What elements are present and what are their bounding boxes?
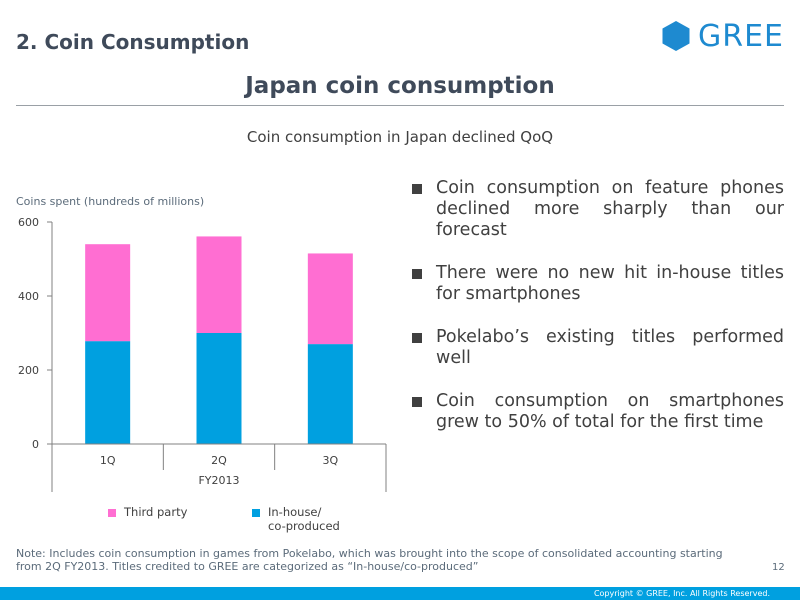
copyright-text: Copyright © GREE, Inc. All Rights Reserv…: [593, 589, 770, 598]
footer-bar: Copyright © GREE, Inc. All Rights Reserv…: [0, 587, 800, 600]
bullet-item: Pokelabo’s existing titles performed wel…: [412, 327, 784, 369]
hexagon-logo-icon: [662, 21, 690, 51]
page-number: 12: [772, 562, 785, 573]
legend-label-third-party: Third party: [124, 505, 188, 519]
section-title: 2. Coin Consumption: [16, 30, 250, 54]
title-divider: [16, 105, 784, 106]
legend-label-in-house: In-house/co-produced: [268, 505, 378, 533]
bar-segment: [307, 253, 353, 345]
legend-label-line1: In-house/: [268, 505, 322, 519]
bar-segment: [85, 341, 131, 444]
square-bullet-icon: [412, 397, 422, 407]
y-tick-label: 200: [18, 364, 39, 377]
gree-logo: GREE: [660, 18, 785, 54]
square-bullet-icon: [412, 269, 422, 279]
slide-title: Japan coin consumption: [245, 73, 555, 99]
slide-subtitle: Coin consumption in Japan declined QoQ: [246, 128, 554, 146]
bar-segment: [307, 344, 353, 444]
x-axis-group-label: FY2013: [198, 474, 239, 487]
legend-swatch-third-party: [108, 509, 116, 517]
footnote: Note: Includes coin consumption in games…: [16, 547, 723, 573]
bar-segment: [196, 333, 242, 444]
bullet-item: There were no new hit in-house titles fo…: [412, 263, 784, 305]
bullet-text: There were no new hit in-house titles fo…: [436, 263, 784, 304]
y-tick-label: 400: [18, 290, 39, 303]
x-tick-label: 2Q: [211, 454, 227, 467]
stacked-bar-chart: Coins spent (hundreds of millions) 0 200 40…: [16, 195, 387, 492]
y-axis-title: Coins spent (hundreds of millions): [16, 195, 204, 208]
bullet-item: Coin consumption on feature phones decli…: [412, 178, 784, 241]
bar-segment: [196, 236, 242, 333]
bar-segment: [85, 244, 131, 342]
x-tick-label: 1Q: [100, 454, 116, 467]
square-bullet-icon: [412, 184, 422, 194]
logo-text: GREE: [698, 18, 785, 54]
bullet-text: Pokelabo’s existing titles performed wel…: [436, 327, 784, 368]
legend-swatch-in-house: [252, 509, 260, 517]
y-tick-label: 600: [18, 216, 39, 229]
bullet-item: Coin consumption on smartphones grew to …: [412, 391, 784, 433]
square-bullet-icon: [412, 333, 422, 343]
legend-label-line2: co-produced: [268, 519, 340, 533]
x-tick-label: 3Q: [322, 454, 338, 467]
bullet-list: Coin consumption on feature phones decli…: [412, 178, 784, 455]
y-tick-label: 0: [32, 438, 39, 451]
bullet-text: Coin consumption on smartphones grew to …: [436, 391, 784, 432]
bullet-text: Coin consumption on feature phones decli…: [436, 178, 784, 240]
